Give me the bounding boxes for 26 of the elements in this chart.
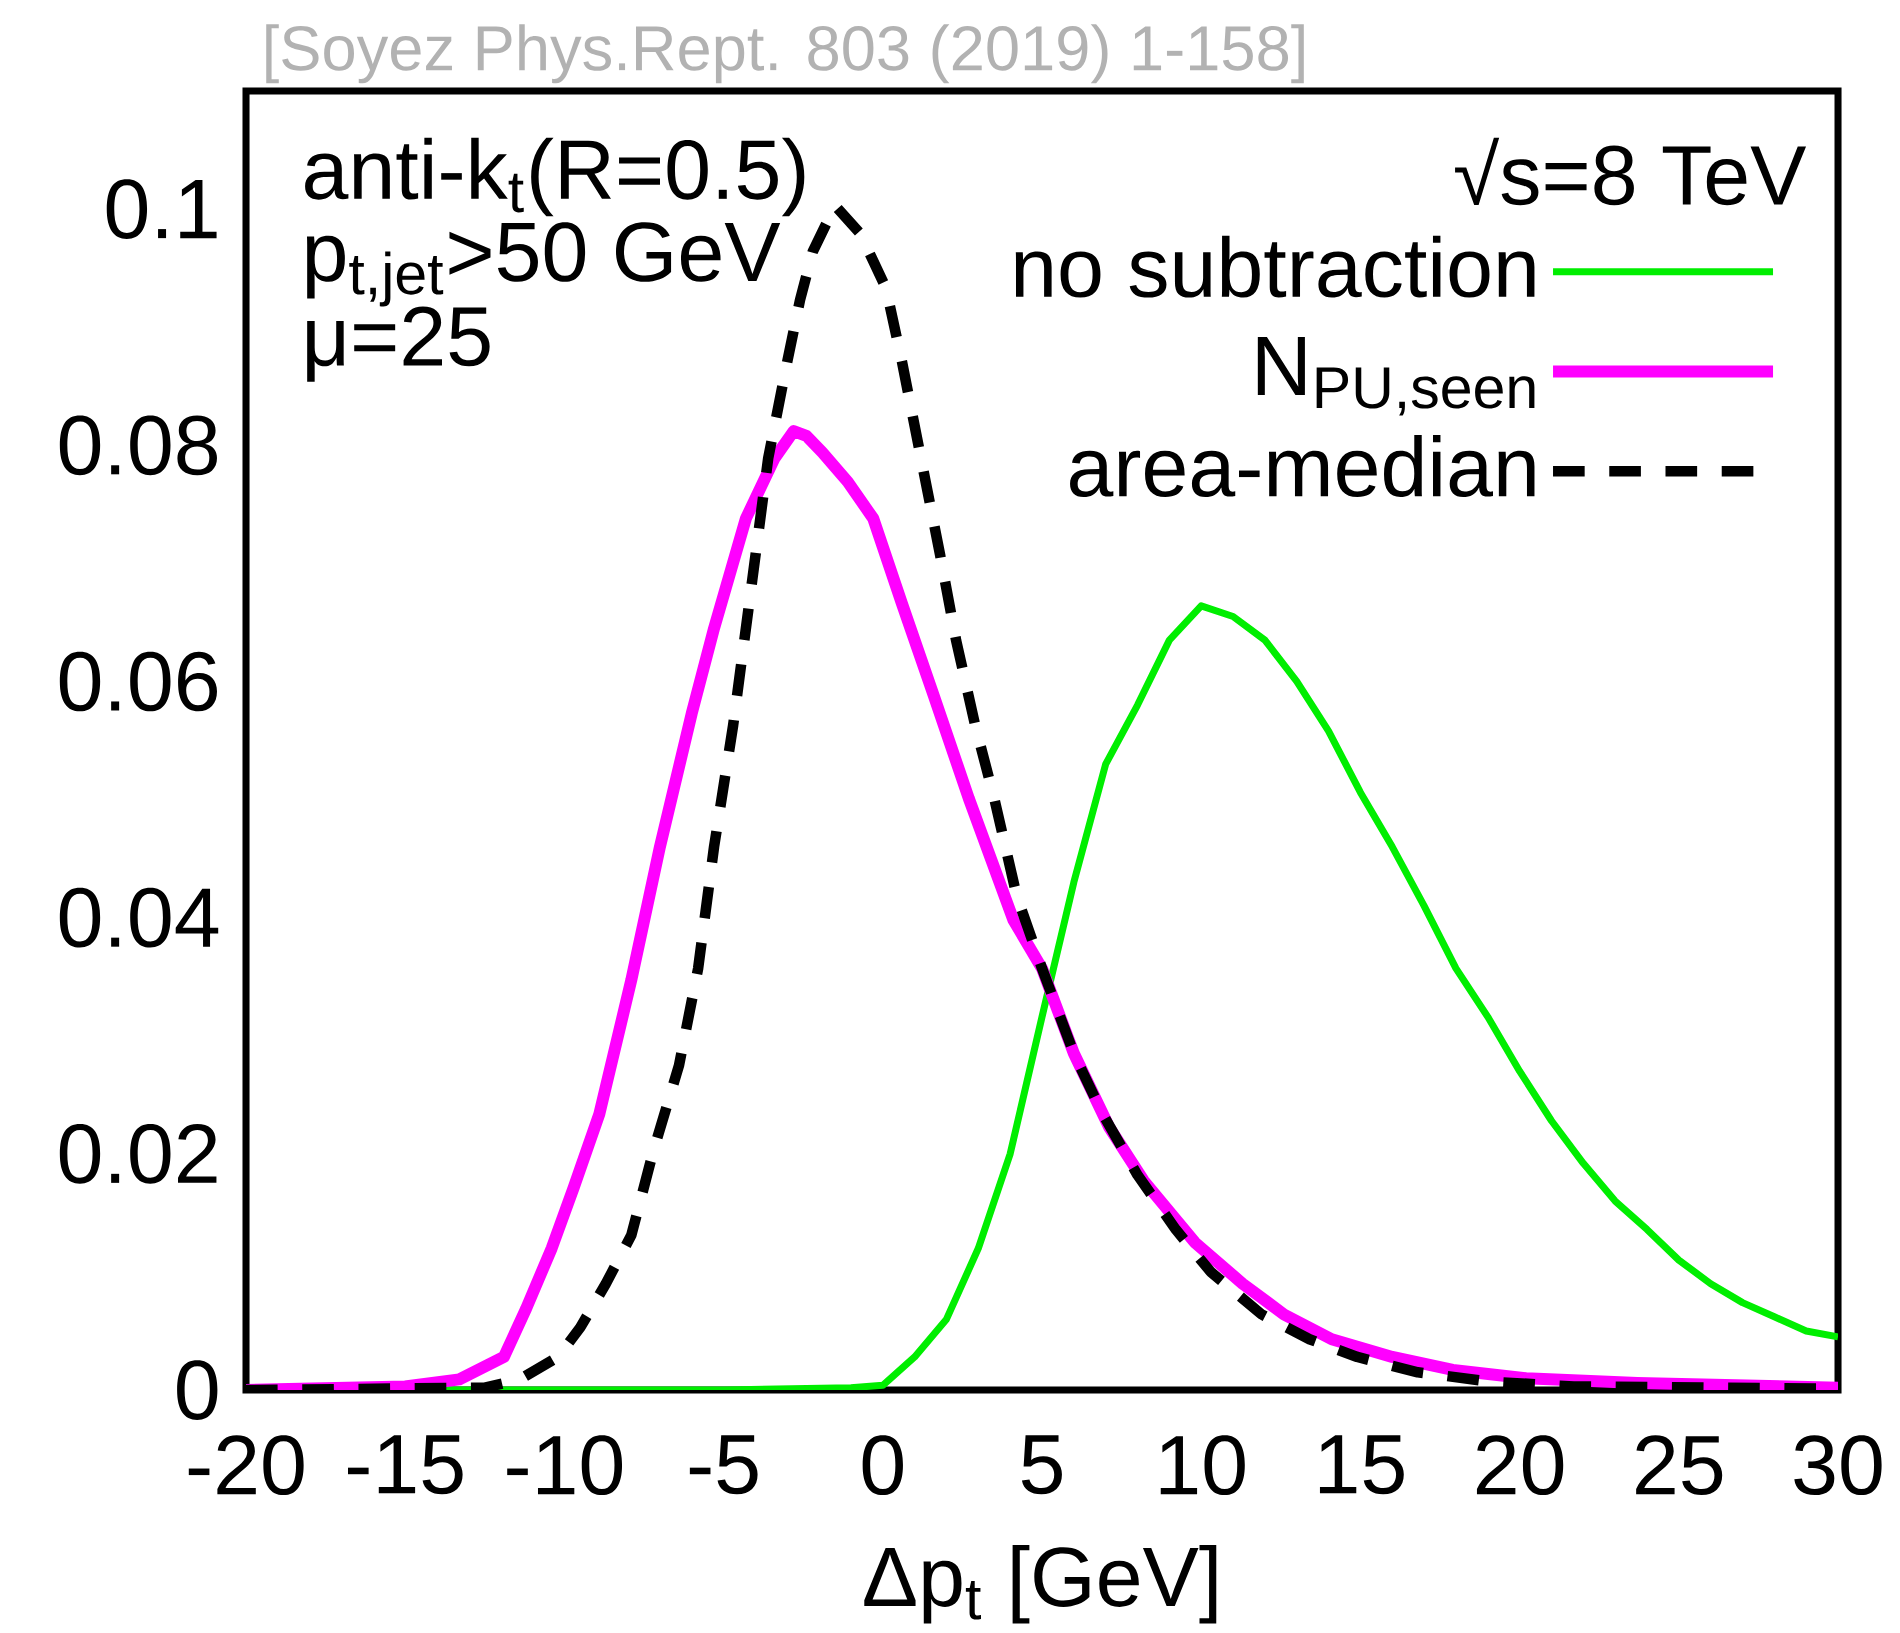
legend-label: N$_{PU,seen}$ xyxy=(1257,336,1535,416)
y-tick-label: 0.04 xyxy=(59,887,219,948)
legend-label: no subtraction xyxy=(1015,235,1535,298)
annotation: √s=8 TeV xyxy=(1455,137,1807,206)
x-axis-title: Δp$_{t}$ [GeV] xyxy=(864,1544,1217,1624)
x-tick-label: 0 xyxy=(862,1435,903,1496)
y-tick-label: 0.08 xyxy=(59,415,217,476)
x-tick-label: 10 xyxy=(1160,1435,1245,1496)
x-tick-label: 5 xyxy=(1021,1435,1062,1495)
y-tick-label: 0 xyxy=(177,1360,218,1420)
y-tick-label: 0.1 xyxy=(106,179,217,239)
annotation: μ=25 xyxy=(307,306,490,382)
y-tick-label: 0.06 xyxy=(59,651,217,712)
x-tick-label: 15 xyxy=(1319,1435,1404,1495)
x-tick-label: 25 xyxy=(1636,1435,1723,1496)
x-tick-label: -5 xyxy=(689,1435,758,1495)
annotation: p$_{t,jet}$>50 GeV xyxy=(306,222,781,307)
x-tick-label: -10 xyxy=(507,1435,623,1496)
legend-label: area-median xyxy=(1070,435,1535,498)
x-tick-label: 20 xyxy=(1476,1435,1564,1496)
text: [Soyez Phys.Rept. 803 (2019) 1-158] xyxy=(266,24,1304,84)
annotation: anti-k$_{t}$(R=0.5) xyxy=(305,137,805,217)
x-tick-label: -15 xyxy=(348,1435,463,1495)
x-tick-label: -20 xyxy=(188,1435,304,1496)
y-tick-label: 0.02 xyxy=(59,1124,217,1184)
x-tick-label: 30 xyxy=(1794,1435,1882,1496)
